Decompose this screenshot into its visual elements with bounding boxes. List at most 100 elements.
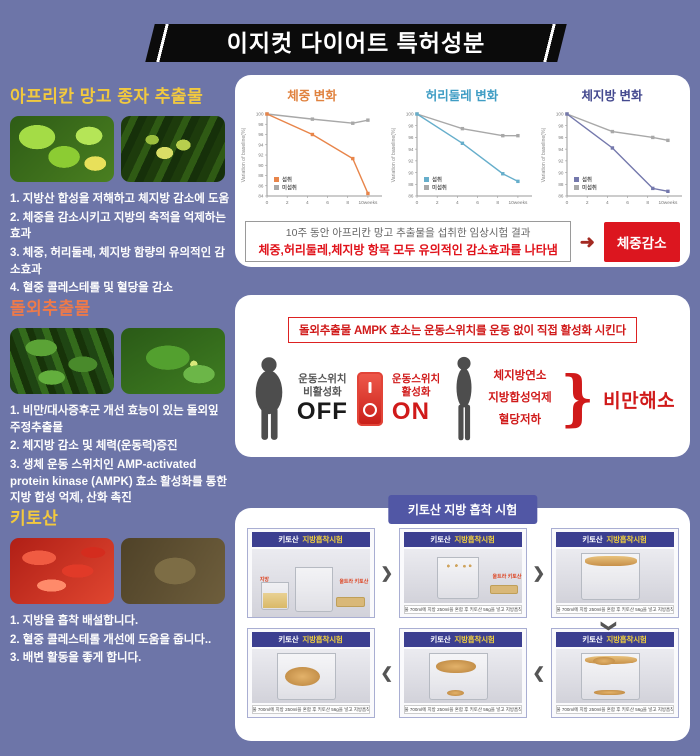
svg-text:6: 6	[626, 200, 629, 206]
chart-title: 체지방 변화	[581, 89, 643, 103]
photo-caption: 물 700ml에 지방 250ml을 혼합 후 키토산 56g을 넣고 지방흡착…	[555, 705, 674, 714]
on-label-block: 운동스위치 활성화 ON	[392, 373, 440, 426]
card-header: 키토산 지방흡착시험	[555, 532, 674, 547]
svg-text:98: 98	[558, 123, 564, 128]
test-card-4: 키토산 지방흡착시험 물 700ml에 지방 250ml을 혼합 후 키토산 5…	[550, 628, 679, 718]
on-label-line2: 활성화	[401, 385, 431, 398]
obesity-relief-text: 비만해소	[603, 390, 676, 412]
svg-text:4: 4	[606, 200, 609, 206]
chevron-left-icon: ❮	[380, 665, 394, 682]
mix-beaker	[277, 653, 337, 700]
test-card-6: 키토산 지방흡착시험 물 700ml에 지방 250ml을 혼합 후 키토산 5…	[246, 628, 375, 718]
svg-text:94: 94	[408, 147, 414, 152]
svg-text:90: 90	[408, 170, 414, 175]
effect-item: 체지방연소	[493, 370, 547, 383]
card-header: 키토산 지방흡착시험	[403, 632, 522, 647]
list-item: 3. 배변 활동을 좋게 합니다.	[10, 652, 142, 665]
test-photo-setup: 지방 울트라 키토산	[251, 549, 370, 617]
svg-text:8: 8	[346, 200, 349, 206]
svg-text:10weeks: 10weeks	[658, 200, 678, 206]
section-gynostemma: 돌외추출물 1. 비만/대사증후군 개선 효능이 있는 돌외잎 주정추출물 2.…	[10, 294, 232, 509]
fat-beaker	[260, 582, 289, 611]
svg-text:섭취: 섭취	[432, 176, 442, 184]
switch-off-mark	[362, 403, 377, 417]
list-item: 3. 체중, 허리둘레, 체지방 함량의 유의적인 감소효과	[10, 247, 226, 276]
fat-label: 지방	[259, 577, 269, 584]
svg-text:2: 2	[436, 200, 439, 206]
svg-text:Variation of baseline(%): Variation of baseline(%)	[541, 127, 547, 182]
svg-text:미섭취: 미섭취	[282, 184, 297, 192]
photo-caption: 물 700ml에 지방 250ml을 혼합 후 키토산 56g을 넣고 지방흡착…	[403, 705, 522, 714]
chart-weight-change: 체중 변화 84 86 88 90 92 94 96 98 100 0 2 4 6 8 10weeks Var…	[237, 81, 387, 220]
svg-text:0: 0	[566, 200, 569, 206]
chitosan-dish	[335, 596, 365, 608]
svg-text:0: 0	[416, 200, 419, 206]
section-images	[10, 328, 232, 394]
svg-text:96: 96	[558, 135, 564, 140]
african-mango-photo-1	[10, 116, 114, 182]
chitosan-dish	[490, 585, 518, 595]
switch-on-mark	[368, 382, 372, 393]
svg-text:86: 86	[558, 194, 564, 199]
list-item: 2. 체중을 감소시키고 지방의 축적을 억제하는 효과	[10, 211, 227, 241]
list-item: 1. 지방을 흡착 배설합니다.	[10, 615, 139, 627]
svg-text:94: 94	[558, 147, 564, 152]
svg-text:88: 88	[408, 182, 414, 187]
water-beaker	[295, 567, 333, 612]
conclusion-box: 10주 동안 아프리칸 망고 추출물을 섭취한 임상시험 결과 체중,허리둘레,…	[245, 221, 571, 262]
chevron-right-icon: ❯	[532, 565, 546, 582]
svg-text:2: 2	[586, 200, 589, 206]
rocker-switch-icon	[356, 372, 383, 426]
svg-text:8: 8	[496, 200, 499, 206]
svg-text:섭취: 섭취	[582, 176, 592, 184]
chevron-right-icon: ❯	[380, 565, 394, 582]
card-header-right: 지방흡착시험	[606, 635, 647, 644]
svg-text:6: 6	[326, 200, 329, 206]
card-header-left: 키토산	[278, 635, 299, 644]
svg-text:100: 100	[556, 112, 564, 117]
switch-diagram-row: 운동스위치 비활성화 OFF 운동스위치 활성화 ON	[235, 355, 690, 443]
panel-clinical-charts: 체중 변화 84 86 88 90 92 94 96 98 100 0 2 4 6 8 10weeks Var…	[235, 75, 690, 267]
test-title-tab: 키토산 지방 흡착 시험	[387, 495, 538, 524]
effect-item: 혈당저하	[498, 413, 542, 426]
test-photo-floating-fat	[555, 549, 674, 603]
list-item: 2. 혈중 콜레스테롤 개선에 도움을 줍니다..	[10, 633, 212, 646]
section-bullet-list: 1. 지방산 합성을 저해하고 체지방 감소에 도움 2. 체중을 감소시키고 …	[10, 191, 232, 297]
curly-brace-icon: }	[560, 363, 595, 434]
svg-text:미섭취: 미섭취	[582, 184, 597, 192]
svg-text:92: 92	[558, 159, 564, 164]
list-item: 1. 지방산 합성을 저해하고 체지방 감소에 도움	[10, 193, 230, 205]
svg-text:84: 84	[258, 194, 264, 199]
test-photo-final-clump	[251, 649, 370, 703]
card-header-right: 지방흡착시험	[606, 535, 647, 544]
arrow-right-icon: ➜	[579, 231, 595, 252]
conclusion-line-1: 10주 동안 아프리칸 망고 추출물을 섭취한 임상시험 결과	[285, 227, 531, 239]
section-images	[10, 538, 232, 604]
card-header: 키토산 지방흡착시험	[555, 632, 674, 647]
mix-beaker	[581, 653, 641, 700]
svg-text:96: 96	[408, 135, 414, 140]
mix-beaker	[429, 653, 489, 700]
on-label-line1: 운동스위치	[391, 372, 441, 385]
mix-beaker	[581, 553, 641, 600]
photo-caption: 물 700ml에 지방 250ml을 혼합 후 키토산 56g을 넣고 지방흡착…	[555, 605, 674, 614]
chitosan-label: 울트라 키토산	[492, 573, 522, 580]
waist-change-line-chart: 86 88 90 92 94 96 98 100 0 2 4 6 8 10weeks Variation o…	[391, 112, 532, 206]
section-african-mango: 아프리칸 망고 종자 추출물 1. 지방산 합성을 저해하고 체지방 감소에 도…	[10, 82, 232, 299]
chart-title: 허리둘레 변화	[425, 89, 499, 103]
svg-text:4: 4	[456, 200, 459, 206]
fat-body-silhouette-icon	[255, 357, 283, 440]
svg-text:96: 96	[258, 132, 264, 137]
off-label-line2: 비활성화	[303, 385, 342, 398]
bodyfat-change-line-chart: 86 88 90 92 94 96 98 100 0 2 4 6 8 10weeks Variation o…	[541, 112, 682, 206]
mix-beaker	[436, 556, 479, 599]
test-cards-row-2: 키토산 지방흡착시험 물 700ml에 지방 250ml을 혼합 후 키토산 5…	[235, 628, 690, 718]
card-header: 키토산 지방흡착시험	[403, 532, 522, 547]
card-header: 키토산 지방흡착시험	[251, 532, 370, 547]
african-mango-photo-2	[121, 116, 225, 182]
panel-ampk-switch: 돌외추출물 AMPK 효소는 운동스위치를 운동 없이 직접 활성화 시킨다 운…	[235, 295, 690, 457]
weight-loss-badge: 체중감소	[603, 221, 680, 262]
test-card-2: 키토산 지방흡착시험 울트라 키토산 물 700ml에 지방 250ml을 혼합…	[398, 528, 527, 618]
test-card-3: 키토산 지방흡착시험 물 700ml에 지방 250ml을 혼합 후 키토산 5…	[550, 528, 679, 618]
